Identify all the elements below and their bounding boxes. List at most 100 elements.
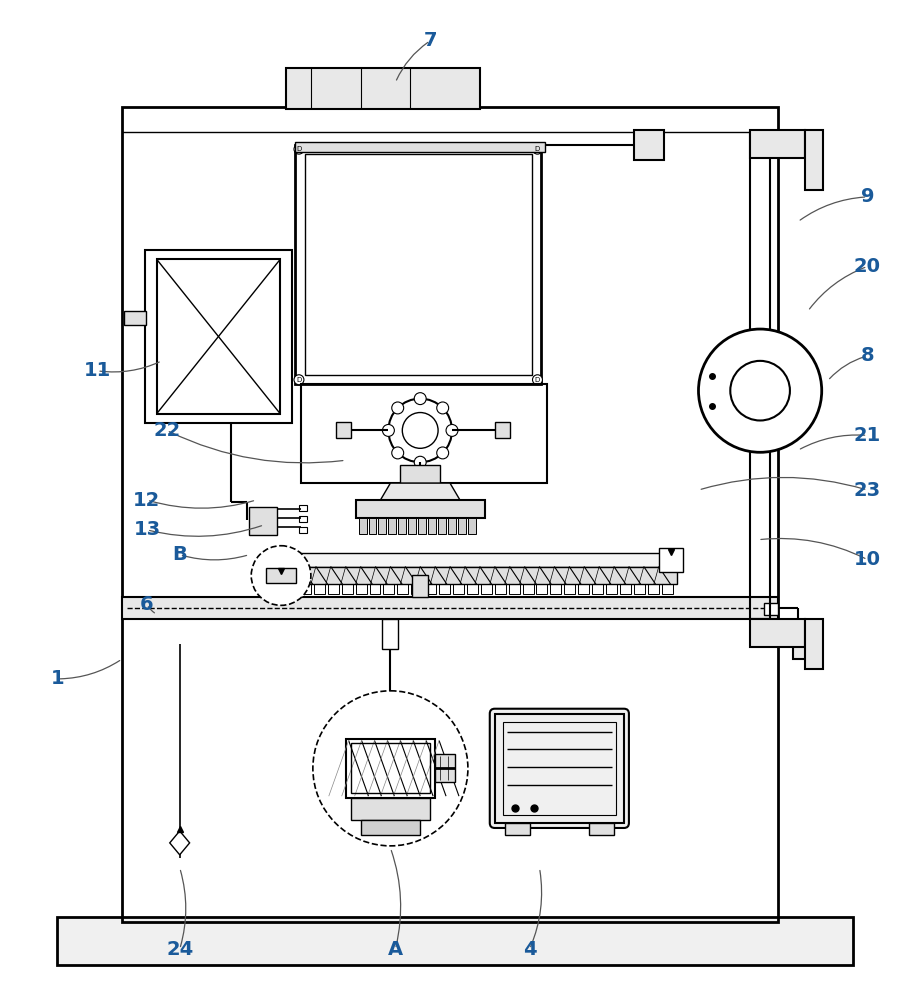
Text: D: D	[296, 377, 302, 383]
Text: 23: 23	[853, 481, 881, 500]
Bar	[505, 823, 529, 835]
Bar	[606, 584, 617, 594]
Bar	[351, 798, 430, 820]
Bar	[389, 518, 396, 534]
Bar	[589, 823, 614, 835]
Bar	[361, 820, 420, 835]
Bar	[411, 584, 422, 594]
Bar	[634, 584, 645, 594]
Text: B: B	[172, 545, 187, 564]
Bar	[458, 518, 466, 534]
Bar	[429, 518, 436, 534]
Bar	[313, 584, 324, 594]
Bar	[145, 250, 292, 423]
Bar	[419, 518, 426, 534]
Bar	[122, 597, 778, 619]
Text: 6: 6	[140, 595, 154, 614]
Text: D: D	[535, 146, 540, 152]
Circle shape	[382, 424, 394, 436]
Bar	[351, 743, 430, 793]
Bar	[578, 584, 589, 594]
Text: 12: 12	[133, 491, 160, 510]
Bar	[648, 584, 659, 594]
Bar	[249, 507, 277, 535]
Bar	[283, 567, 677, 584]
Bar	[336, 422, 351, 438]
Circle shape	[294, 375, 304, 385]
Circle shape	[313, 691, 467, 846]
Bar	[523, 584, 534, 594]
Text: D: D	[296, 146, 302, 152]
Bar	[593, 584, 603, 594]
Circle shape	[437, 447, 448, 459]
Bar	[536, 584, 547, 594]
Bar	[448, 518, 456, 534]
Bar	[439, 518, 446, 534]
Circle shape	[699, 329, 822, 452]
Bar	[295, 142, 545, 152]
Bar	[355, 500, 485, 518]
Bar	[295, 145, 542, 384]
Text: 7: 7	[423, 31, 437, 50]
Circle shape	[533, 375, 543, 385]
Bar	[286, 68, 480, 109]
Text: 10: 10	[854, 550, 881, 569]
Bar	[659, 548, 682, 572]
Bar	[286, 584, 297, 594]
Bar	[305, 154, 532, 375]
Bar	[435, 754, 455, 782]
Text: A: A	[388, 940, 403, 959]
Bar	[382, 619, 399, 649]
Circle shape	[391, 447, 404, 459]
Bar	[425, 584, 436, 594]
Bar	[301, 384, 547, 483]
Bar	[283, 553, 677, 567]
Circle shape	[391, 402, 404, 414]
Circle shape	[437, 402, 448, 414]
Bar	[551, 584, 562, 594]
Bar	[439, 584, 450, 594]
Bar	[495, 714, 624, 823]
Bar	[369, 518, 377, 534]
Text: 20: 20	[854, 257, 881, 276]
Bar	[359, 518, 367, 534]
FancyBboxPatch shape	[490, 709, 629, 828]
Bar	[412, 575, 429, 597]
Bar	[328, 584, 339, 594]
Bar	[620, 584, 631, 594]
Bar	[453, 584, 464, 594]
Polygon shape	[169, 831, 189, 855]
Bar	[342, 584, 352, 594]
Bar	[750, 619, 805, 647]
Bar	[370, 584, 381, 594]
Bar	[805, 130, 823, 190]
Bar	[750, 132, 770, 619]
Bar	[300, 584, 311, 594]
Bar	[564, 584, 575, 594]
Bar	[379, 518, 387, 534]
Text: 4: 4	[523, 940, 536, 959]
Bar	[122, 107, 778, 922]
Circle shape	[251, 546, 311, 605]
Bar	[495, 584, 506, 594]
Text: D: D	[535, 377, 540, 383]
Text: 21: 21	[853, 426, 881, 445]
Bar	[508, 584, 519, 594]
Bar	[157, 259, 280, 414]
Circle shape	[414, 456, 426, 468]
Circle shape	[402, 413, 439, 448]
Bar	[346, 739, 435, 798]
Text: 9: 9	[861, 187, 874, 206]
Bar	[400, 465, 440, 483]
Bar	[467, 584, 477, 594]
Circle shape	[730, 361, 790, 420]
Circle shape	[446, 424, 458, 436]
Bar	[793, 639, 808, 659]
Bar	[355, 584, 367, 594]
Bar	[503, 722, 616, 815]
Bar	[495, 422, 510, 438]
Text: 22: 22	[153, 421, 180, 440]
Bar	[750, 130, 805, 158]
Circle shape	[414, 393, 426, 405]
Text: 1: 1	[51, 669, 64, 688]
